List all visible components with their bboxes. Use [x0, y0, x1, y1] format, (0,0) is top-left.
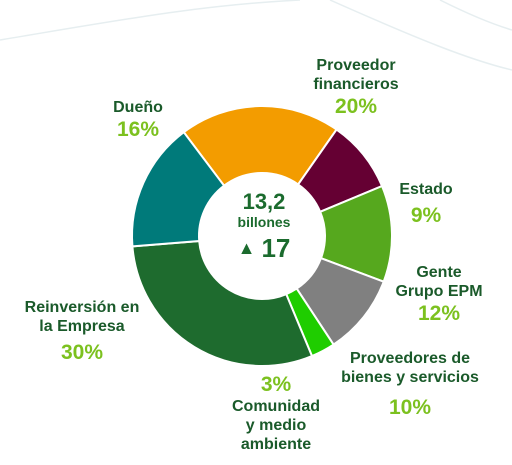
slice-name: Gente [416, 264, 462, 281]
slice-percent: 16% [116, 118, 160, 141]
up-triangle-icon: ▲ [237, 238, 256, 258]
slice-name: Proveedor [316, 57, 396, 74]
slice-name: y medio [245, 417, 307, 434]
slice-name: Proveedores de [349, 350, 471, 367]
center-delta-value: 17 [261, 233, 291, 263]
slice-name: ambiente [240, 436, 312, 453]
label-comunidad-medio-ambiente: 3% Comunidad y medio ambiente [216, 372, 336, 454]
center-unit: billones [237, 214, 291, 230]
slice-name: Grupo EPM [395, 283, 483, 300]
label-proveedores-bienes-servicios: Proveedores de bienes y servicios 10% [328, 349, 492, 420]
slice-percent: 3% [260, 373, 292, 396]
label-proveedor-financieros: Proveedor financieros 20% [296, 56, 416, 119]
label-dueno: Dueño 16% [98, 98, 178, 142]
slice-name: Estado [399, 181, 453, 198]
slice-percent: 30% [60, 341, 104, 364]
center-summary: 13,2 billones ▲ 17 [204, 189, 324, 264]
slice-percent: 12% [417, 302, 461, 325]
slice-name: Comunidad [232, 398, 320, 415]
slice-percent: 9% [410, 204, 442, 227]
label-estado: Estado 9% [386, 180, 466, 228]
slice-name: bienes y servicios [341, 369, 479, 386]
slice-percent: 10% [388, 396, 432, 419]
donut-slice-6 [131, 130, 226, 248]
center-total: 13,2 [242, 189, 286, 214]
donut-slice-5 [131, 239, 314, 367]
slice-name: Dueño [113, 99, 163, 116]
slice-name: la Empresa [39, 318, 125, 335]
donut-slice-0 [182, 105, 338, 188]
slice-percent: 20% [334, 95, 378, 118]
label-gente-grupo-epm: Gente Grupo EPM 12% [383, 263, 495, 326]
label-reinversion-empresa: Reinversión en la Empresa 30% [12, 298, 152, 365]
slice-name: financieros [313, 76, 399, 93]
slice-name: Reinversión en [24, 299, 140, 316]
center-delta: ▲ 17 [204, 233, 324, 263]
